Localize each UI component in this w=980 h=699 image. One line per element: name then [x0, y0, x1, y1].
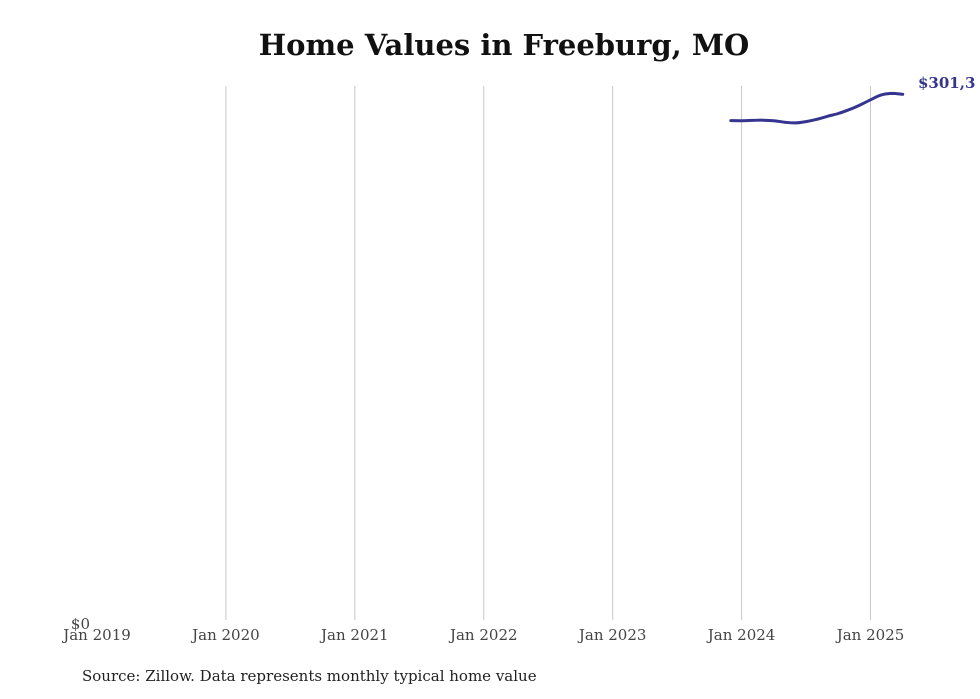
chart-title: Home Values in Freeburg, MO — [258, 28, 750, 62]
source-note: Source: Zillow. Data represents monthly … — [82, 667, 537, 685]
series-line — [729, 91, 905, 125]
x-tick-label: Jan 2019 — [61, 626, 131, 644]
tick-labels: Jan 2019 Jan 2020 Jan 2021 Jan 2022 Jan 2023… — [61, 74, 975, 644]
x-tick-label: Jan 2022 — [448, 626, 518, 644]
y-tick-label: $0 — [71, 615, 90, 633]
x-tick-label: Jan 2020 — [190, 626, 260, 644]
x-tick-label: Jan 2024 — [706, 626, 776, 644]
end-value-label: $301,3 — [918, 74, 975, 92]
x-tick-label: Jan 2021 — [319, 626, 389, 644]
x-tick-label: Jan 2025 — [835, 626, 905, 644]
x-tick-label: Jan 2023 — [577, 626, 647, 644]
gridlines — [225, 86, 871, 620]
series-layer — [729, 91, 905, 125]
